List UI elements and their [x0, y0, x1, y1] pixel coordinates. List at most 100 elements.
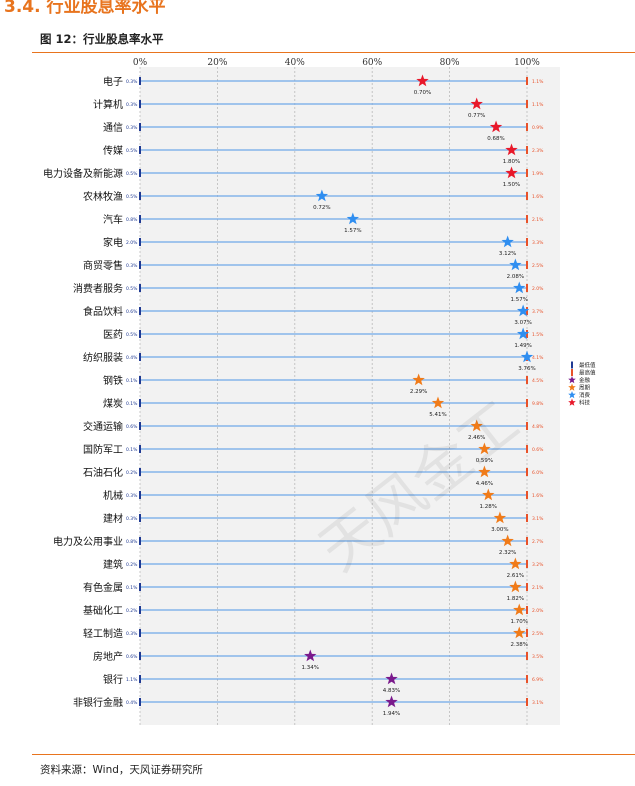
- max-value-label: 3.7%: [532, 309, 544, 315]
- current-star: [431, 396, 445, 409]
- min-value-label: 0.6%: [126, 309, 138, 315]
- max-value-label: 2.5%: [532, 631, 544, 637]
- current-value-label: 0.72%: [313, 205, 330, 211]
- max-marker: [526, 192, 528, 200]
- min-marker: [139, 146, 141, 154]
- category-label: 消费者服务: [73, 282, 123, 295]
- current-star: [516, 327, 530, 340]
- current-value-label: 2.61%: [507, 573, 524, 579]
- current-value-label: 4.46%: [476, 481, 493, 487]
- current-value-label: 2.46%: [468, 435, 485, 441]
- category-label: 煤炭: [103, 397, 123, 410]
- min-marker: [139, 606, 141, 614]
- max-marker: [526, 514, 528, 522]
- current-star: [505, 143, 518, 156]
- category-label: 医药: [103, 329, 123, 341]
- min-value-label: 0.2%: [126, 470, 138, 476]
- chart-row: 石油石化 0.2% 6.0% 4.46%: [83, 465, 544, 487]
- chart-row: 家电 2.0% 3.3% 3.12%: [103, 235, 544, 257]
- min-marker: [139, 560, 141, 568]
- current-value-label: 4.83%: [383, 688, 400, 694]
- max-marker: [526, 537, 528, 545]
- min-value-label: 0.1%: [126, 401, 138, 407]
- current-star: [346, 212, 360, 225]
- min-marker: [139, 629, 141, 637]
- max-marker: [526, 652, 528, 660]
- current-value-label: 2.29%: [410, 389, 427, 395]
- min-value-label: 0.3%: [126, 516, 138, 522]
- chart-row: 基础化工 0.2% 2.0% 1.70%: [83, 603, 544, 625]
- min-value-label: 0.2%: [126, 562, 138, 568]
- figure-title: 图 12：行业股息率水平: [40, 32, 164, 46]
- category-label: 汽车: [103, 213, 123, 226]
- category-label: 电力及公用事业: [53, 535, 123, 548]
- category-label: 建材: [103, 512, 123, 525]
- legend-max-marker: [571, 369, 573, 376]
- min-value-label: 0.3%: [126, 102, 138, 108]
- chart-row: 医药 0.5% 1.5%1.49%: [103, 327, 544, 349]
- min-marker: [139, 376, 141, 384]
- chart-row: 传媒 0.5% 2.3% 1.80%: [103, 143, 544, 165]
- current-star: [501, 534, 514, 547]
- current-value-label: 3.00%: [491, 527, 508, 533]
- min-marker: [139, 491, 141, 499]
- max-value-label: 2.1%: [532, 217, 544, 223]
- category-label: 有色金属: [83, 581, 123, 594]
- min-value-label: 0.1%: [126, 378, 138, 384]
- min-value-label: 0.2%: [126, 608, 138, 614]
- current-value-label: 3.12%: [499, 251, 516, 257]
- min-value-label: 0.6%: [126, 654, 138, 660]
- legend-star-marker: [568, 383, 576, 391]
- current-value-label: 1.82%: [507, 596, 524, 602]
- min-marker: [139, 238, 141, 246]
- chart-row: 电力及公用事业 0.8% 2.7% 2.32%: [53, 534, 544, 556]
- current-value-label: 2.08%: [507, 274, 524, 280]
- min-value-label: 0.5%: [126, 148, 138, 154]
- max-marker: [526, 583, 528, 591]
- max-marker: [526, 675, 528, 683]
- min-marker: [139, 77, 141, 85]
- min-value-label: 0.1%: [126, 585, 138, 591]
- x-tick-label: 0%: [133, 58, 148, 68]
- max-marker: [526, 169, 528, 177]
- current-star: [505, 166, 518, 179]
- category-label: 纺织服装: [83, 351, 123, 364]
- current-value-label: 1.50%: [503, 182, 520, 188]
- x-tick-label: 40%: [285, 58, 305, 68]
- min-value-label: 0.1%: [126, 447, 138, 453]
- category-label: 计算机: [93, 98, 123, 111]
- max-value-label: 2.0%: [532, 608, 544, 614]
- min-value-label: 0.4%: [126, 700, 138, 706]
- min-value-label: 0.5%: [126, 171, 138, 177]
- min-marker: [139, 514, 141, 522]
- min-value-label: 0.6%: [126, 424, 138, 430]
- min-marker: [139, 652, 141, 660]
- legend-star-marker: [568, 398, 576, 406]
- current-star: [513, 603, 526, 616]
- max-value-label: 0.6%: [532, 447, 544, 453]
- category-label: 交通运输: [83, 420, 123, 433]
- category-label: 基础化工: [83, 604, 123, 617]
- max-value-label: 1.1%: [532, 102, 544, 108]
- max-marker: [526, 77, 528, 85]
- min-marker: [139, 468, 141, 476]
- max-value-label: 2.7%: [532, 539, 544, 545]
- min-value-label: 0.5%: [126, 332, 138, 338]
- current-star: [513, 281, 526, 294]
- min-marker: [139, 537, 141, 545]
- category-label: 钢铁: [103, 374, 123, 387]
- max-marker: [526, 606, 528, 614]
- category-label: 石油石化: [83, 466, 123, 479]
- max-value-label: 3.2%: [532, 562, 544, 568]
- max-value-label: 9.8%: [532, 401, 544, 407]
- current-star: [416, 74, 429, 87]
- max-marker: [526, 491, 528, 499]
- chart-row: 消费者服务 0.5% 2.0% 1.57%: [73, 281, 544, 303]
- current-star: [412, 373, 425, 386]
- max-value-label: 1.1%: [532, 79, 544, 85]
- min-marker: [139, 100, 141, 108]
- max-marker: [526, 215, 528, 223]
- category-label: 家电: [103, 236, 123, 249]
- min-marker: [139, 307, 141, 315]
